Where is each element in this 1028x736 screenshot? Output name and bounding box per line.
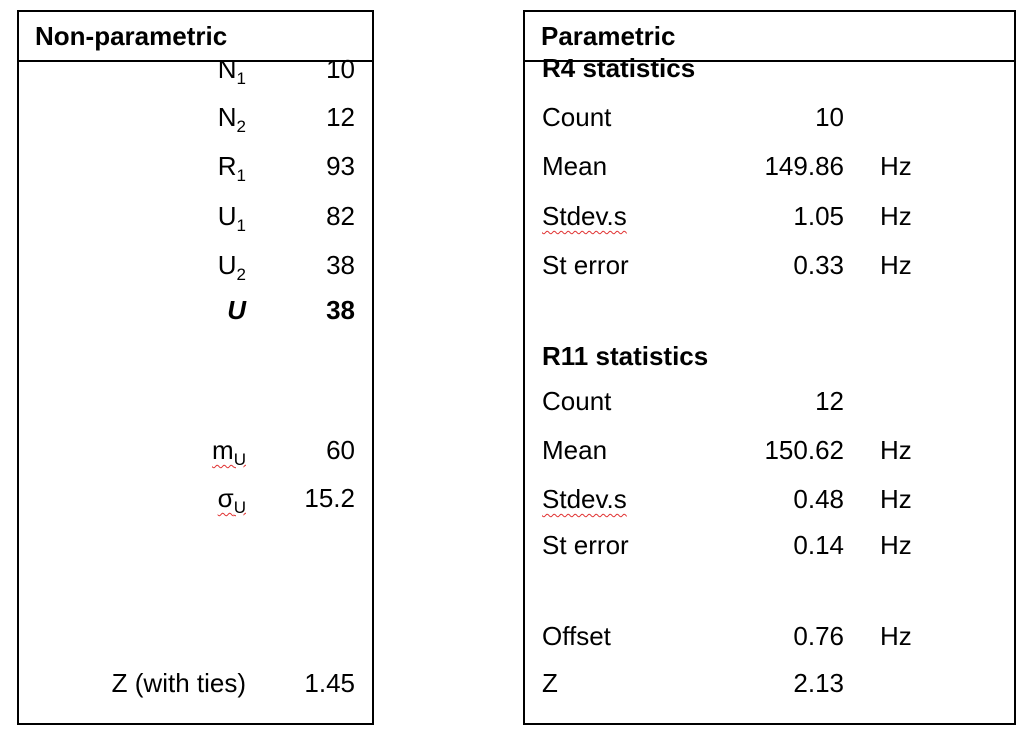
label-sub: U [233,498,246,517]
row-unit: Hz [880,484,912,514]
label-sub: 2 [236,265,246,284]
row-unit: Hz [880,530,912,560]
row-label: Mean [542,151,607,181]
row-label: Count [542,102,611,132]
row-label: Stdev.s [542,484,627,514]
row-label: σU [218,483,246,523]
label: U1 [217,201,246,235]
table-header: Parametric [525,12,1014,62]
row-value: 0.33 [793,250,844,280]
row-label: R11 statistics [542,341,708,371]
row-unit: Hz [880,250,912,280]
row-value: 15.2 [304,483,355,513]
label: R4 statistics [542,53,696,83]
label-main: U [217,201,237,231]
label: R11 statistics [542,341,709,371]
row-value: 38 [326,250,355,280]
non-parametric-table: Non-parametric N1 10 N2 12 R1 93 U1 82 U2 38 U 38 mU… [17,10,374,725]
row-value: 1.05 [793,201,844,231]
label-sub: U [233,450,246,469]
row-value: 38 [326,295,355,325]
row-unit: Hz [880,621,912,651]
row-label: Stdev.s [542,201,627,231]
label: U2 [217,250,246,284]
row-label: Mean [542,435,607,465]
row-unit: Hz [880,151,912,181]
row-label: R4 statistics [542,53,695,83]
row-label: mU [212,435,246,475]
row-unit: Hz [880,435,912,465]
row-label: R1 [218,151,246,191]
label: N2 [217,102,246,136]
row-value: 150.62 [764,435,844,465]
label: Count [542,102,612,132]
label-main: σ [217,483,234,513]
row-unit: Hz [880,201,912,231]
row-value: 0.48 [793,484,844,514]
label-main: m [212,435,234,465]
label-main: R [217,151,237,181]
row-value: 82 [326,201,355,231]
row-label: U1 [218,201,246,241]
row-value: 1.45 [304,668,355,698]
label: Count [542,386,612,416]
label: U [227,295,246,325]
row-label: St error [542,530,629,560]
label: St error [542,250,629,280]
row-value: 12 [815,386,844,416]
label-main: U [217,250,237,280]
row-label: U [227,295,246,325]
row-label: Offset [542,621,611,651]
row-label: Z [542,668,558,698]
label-sub: 2 [236,117,246,136]
label: mU [212,435,246,469]
label: σU [217,483,246,517]
label-sub: 1 [236,69,246,88]
row-value: 60 [326,435,355,465]
row-label: N1 [218,54,246,94]
label: Stdev.s [542,201,627,231]
label: N1 [217,54,246,88]
row-value: 10 [326,54,355,84]
label: R1 [217,151,246,185]
label-sub: 1 [236,216,246,235]
label: Stdev.s [542,484,627,514]
label: St error [542,530,629,560]
label: Z (with ties) [111,668,246,698]
row-label: Z (with ties) [112,668,246,698]
label-main: N [217,102,237,132]
row-label: N2 [218,102,246,142]
row-value: 10 [815,102,844,132]
label-sub: 1 [236,166,246,185]
label: Z [542,668,558,698]
row-value: 0.76 [793,621,844,651]
row-value: 93 [326,151,355,181]
row-label: St error [542,250,629,280]
row-value: 149.86 [764,151,844,181]
row-label: U2 [218,250,246,290]
label: Offset [542,621,611,651]
table-header: Non-parametric [19,12,372,62]
label: Mean [542,435,608,465]
label-main: N [217,54,237,84]
parametric-table: Parametric R4 statistics Count 10 Mean 149.8… [523,10,1016,725]
row-value: 0.14 [793,530,844,560]
row-value: 12 [326,102,355,132]
row-label: Count [542,386,611,416]
label: Mean [542,151,608,181]
row-value: 2.13 [793,668,844,698]
